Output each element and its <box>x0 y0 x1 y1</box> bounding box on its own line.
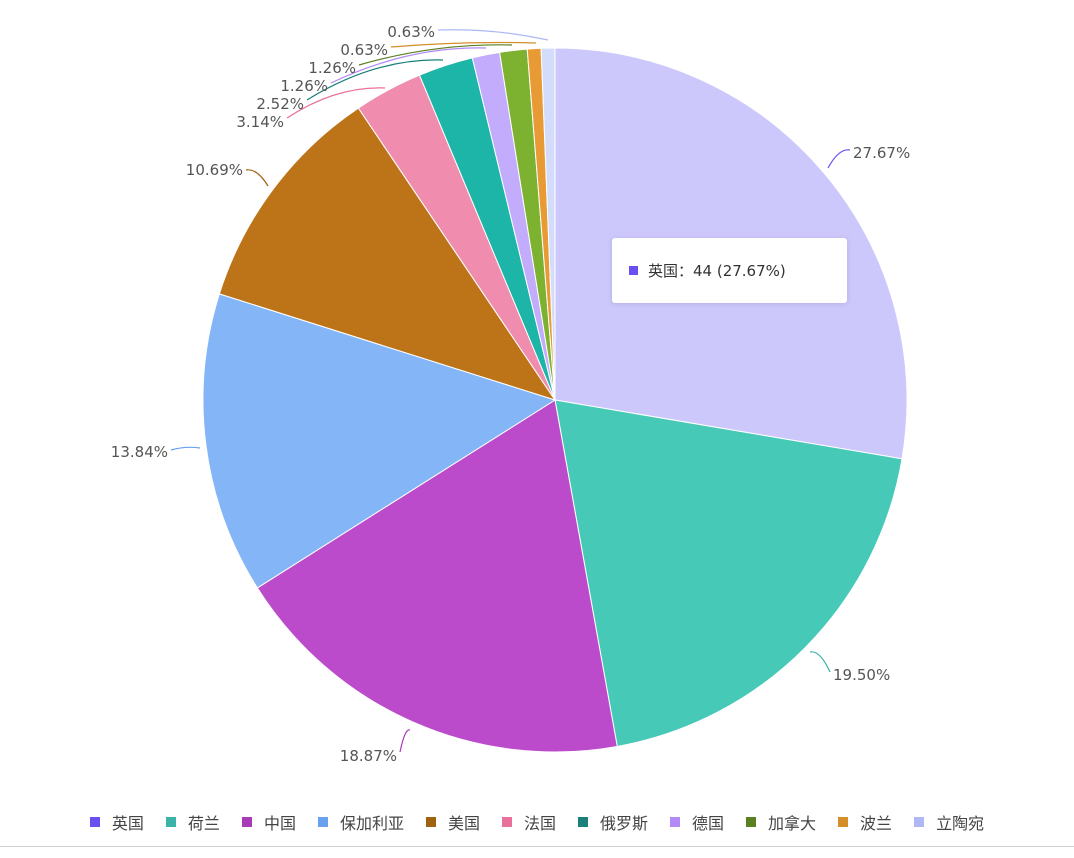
pie-slice-2[interactable] <box>256 399 618 753</box>
data-label-1: 19.50% <box>833 666 890 684</box>
legend-label: 波兰 <box>860 814 893 833</box>
label-line-1 <box>809 651 831 673</box>
legend-label: 俄罗斯 <box>600 814 649 833</box>
data-label-8: 1.26% <box>308 59 356 77</box>
legend-item-9[interactable]: 波兰 <box>838 810 892 834</box>
tooltip-text: 英国：44 (27.67%) <box>648 262 786 280</box>
divider <box>0 846 1074 847</box>
pie-slice-3[interactable] <box>202 293 557 589</box>
label-line-4 <box>245 169 269 187</box>
label-line-6 <box>306 59 444 101</box>
legend-item-4[interactable]: 美国 <box>425 810 480 834</box>
legend-swatch <box>89 817 100 827</box>
legend-swatch <box>578 817 588 827</box>
legend-swatch <box>746 817 757 827</box>
legend-label: 中国 <box>263 814 296 833</box>
legend-item-3[interactable]: 保加利亚 <box>317 810 404 834</box>
pie-chart: 27.67% 19.50% 18.87% 13.84% 10.69% 3.14%2.52%… <box>111 23 910 765</box>
legend-label: 美国 <box>447 814 480 833</box>
legend-label: 荷兰 <box>187 814 220 833</box>
legend-item-6[interactable]: 俄罗斯 <box>578 810 648 834</box>
legend-swatch <box>241 817 252 827</box>
legend-label: 立陶宛 <box>936 814 985 833</box>
label-line-7 <box>330 47 487 84</box>
pie-slice-10[interactable] <box>540 47 556 401</box>
label-line-10 <box>437 29 549 41</box>
data-label-10: 0.63% <box>387 23 435 41</box>
legend-label: 保加利亚 <box>339 814 404 833</box>
legend-item-2[interactable]: 中国 <box>241 810 296 834</box>
legend-label: 德国 <box>692 814 725 833</box>
pie-slice-1[interactable] <box>554 399 903 748</box>
data-label-9: 0.63% <box>340 41 388 59</box>
label-line-8 <box>358 44 513 66</box>
legend-swatch <box>838 817 849 827</box>
legend-item-10[interactable]: 立陶宛 <box>914 810 984 834</box>
pie-slice-4[interactable] <box>218 107 557 401</box>
legend-swatch <box>501 817 512 827</box>
legend-label: 英国 <box>111 814 144 833</box>
label-line-2 <box>399 729 411 753</box>
label-line-3 <box>170 446 201 451</box>
data-label-3: 13.84% <box>111 443 168 461</box>
legend-item-0[interactable]: 英国 <box>89 810 144 834</box>
data-label-0: 27.67% <box>853 144 910 162</box>
legend-item-7[interactable]: 德国 <box>670 810 724 834</box>
legend-item-8[interactable]: 加拿大 <box>746 810 816 834</box>
legend-label: 加拿大 <box>768 814 817 833</box>
label-line-5 <box>286 87 386 119</box>
data-label-6: 2.52% <box>256 95 304 113</box>
legend-swatch <box>165 817 176 827</box>
legend-item-5[interactable]: 法国 <box>501 810 556 834</box>
legend-swatch <box>670 817 681 827</box>
data-label-5: 3.14% <box>236 113 284 131</box>
legend-item-1[interactable]: 荷兰 <box>165 810 220 834</box>
legend-swatch <box>914 817 925 827</box>
legend-swatch <box>317 817 328 827</box>
legend: 英国 荷兰 中国 保加利亚 美国 法国 俄罗斯 德国 加拿大 波兰 立陶宛 <box>0 810 1074 834</box>
legend-swatch <box>425 817 436 827</box>
tooltip-swatch <box>629 266 638 275</box>
data-label-2: 18.87% <box>340 747 397 765</box>
data-label-4: 10.69% <box>186 161 243 179</box>
label-line-9 <box>390 41 537 48</box>
legend-label: 法国 <box>523 814 556 833</box>
tooltip: 英国：44 (27.67%) <box>612 238 847 303</box>
label-line-0 <box>827 149 851 169</box>
data-label-7: 1.26% <box>280 77 328 95</box>
